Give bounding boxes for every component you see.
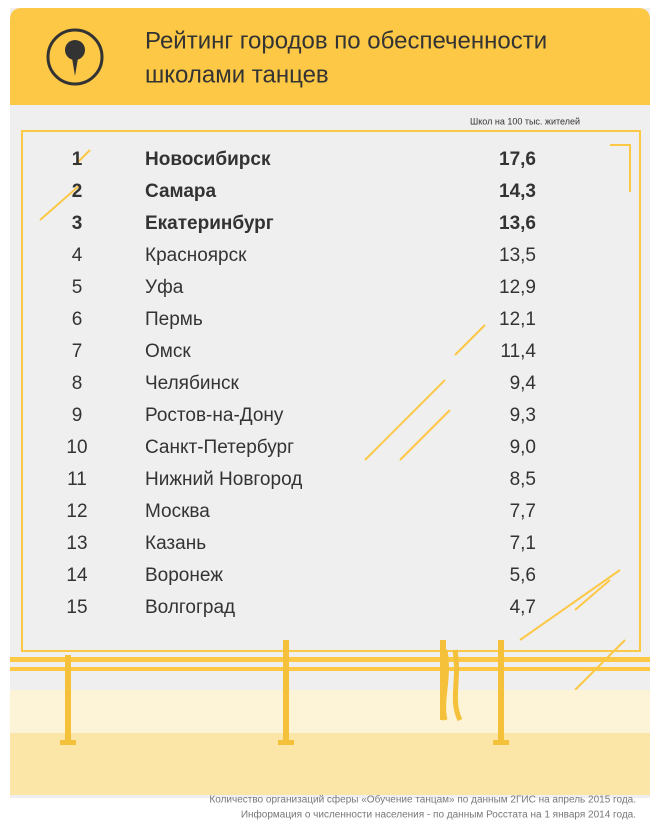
title: Рейтинг городов по обеспеченности: [145, 27, 547, 54]
rank: 9: [72, 405, 83, 426]
value: 13,6: [499, 213, 536, 234]
value: 13,5: [499, 245, 536, 266]
barre: [10, 640, 650, 795]
city: Воронеж: [145, 565, 223, 586]
city: Уфа: [145, 277, 184, 298]
rank: 14: [66, 565, 88, 586]
city: Нижний Новгород: [145, 469, 302, 490]
value: 7,7: [510, 501, 536, 522]
title: школами танцев: [145, 61, 329, 88]
rank: 11: [67, 469, 87, 490]
rank: 8: [72, 373, 83, 394]
city: Самара: [145, 181, 216, 202]
city: Омск: [145, 341, 191, 362]
value: 7,1: [510, 533, 536, 554]
header-band: [10, 8, 650, 105]
city: Новосибирск: [145, 149, 271, 170]
city: Санкт-Петербург: [145, 437, 294, 458]
city: Казань: [145, 533, 206, 554]
city: Екатеринбург: [145, 213, 274, 234]
footer-note: Количество организаций сферы «Обучение т…: [209, 794, 636, 806]
city: Красноярск: [145, 245, 247, 266]
rank: 3: [72, 213, 83, 234]
value: 14,3: [499, 181, 536, 202]
value: 4,7: [510, 597, 536, 618]
column-header: Школ на 100 тыс. жителей: [470, 116, 580, 126]
value: 5,6: [510, 565, 536, 586]
rank: 2: [72, 181, 83, 202]
value: 9,0: [510, 437, 536, 458]
rank: 7: [72, 341, 83, 362]
rank: 4: [72, 245, 83, 266]
value: 9,4: [510, 373, 537, 394]
rank: 12: [66, 501, 87, 522]
value: 8,5: [510, 469, 536, 490]
rank: 5: [72, 277, 83, 298]
city: Москва: [145, 501, 210, 522]
rank: 1: [72, 149, 83, 170]
value: 12,9: [499, 277, 536, 298]
panel: [10, 8, 650, 798]
value: 9,3: [510, 405, 536, 426]
city: Челябинск: [145, 373, 239, 394]
city: Пермь: [145, 309, 203, 330]
logo: [46, 28, 104, 86]
value: 12,1: [499, 309, 536, 330]
rank: 15: [66, 597, 87, 618]
city: Волгоград: [145, 597, 235, 618]
rank: 10: [66, 437, 87, 458]
rank: 13: [66, 533, 87, 554]
value: 11,4: [500, 341, 536, 362]
frame: [21, 130, 641, 652]
footer-note: Информация о численности населения - по …: [241, 809, 636, 821]
value: 17,6: [499, 149, 536, 170]
rank: 6: [72, 309, 83, 330]
city: Ростов-на-Дону: [145, 405, 284, 426]
decor: [39, 144, 631, 691]
